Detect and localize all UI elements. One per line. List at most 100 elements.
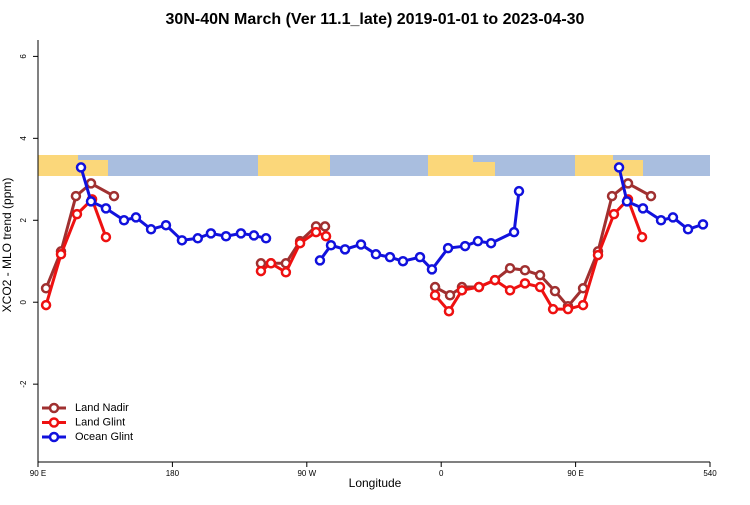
ocean-band xyxy=(38,155,710,176)
data-point xyxy=(255,265,267,277)
data-point xyxy=(613,162,625,173)
data-point xyxy=(636,231,648,243)
y-tick-label: -2 xyxy=(19,380,28,388)
data-point xyxy=(519,265,531,276)
data-point xyxy=(40,299,52,311)
data-point xyxy=(645,190,657,202)
data-point xyxy=(320,231,332,242)
data-point xyxy=(508,226,520,238)
x-tick-label: 90 E xyxy=(30,469,46,478)
data-point xyxy=(442,242,454,254)
data-point xyxy=(667,212,679,223)
chart-title: 30N-40N March (Ver 11.1_late) 2019-01-01… xyxy=(166,11,585,28)
data-point xyxy=(429,281,441,293)
x-tick-label: 540 xyxy=(703,469,717,478)
data-point xyxy=(519,278,531,289)
data-point xyxy=(547,303,559,315)
legend-marker xyxy=(48,402,60,414)
data-point xyxy=(682,224,694,235)
data-point xyxy=(485,237,497,249)
data-point xyxy=(100,231,112,243)
data-point xyxy=(459,240,471,252)
data-point xyxy=(472,235,484,247)
data-point xyxy=(70,190,82,202)
data-point xyxy=(513,185,525,197)
y-axis-label: XCO2 - MLO trend (ppm) xyxy=(0,178,14,313)
data-point xyxy=(655,215,667,226)
data-point xyxy=(85,196,97,207)
land-patch xyxy=(428,155,473,176)
x-tick-label: 90 E xyxy=(567,469,583,478)
data-point xyxy=(697,219,709,230)
data-point xyxy=(504,262,516,274)
y-tick-label: 6 xyxy=(19,54,28,59)
legend-marker xyxy=(48,431,60,443)
data-point xyxy=(504,285,516,296)
data-point xyxy=(235,228,247,239)
data-point xyxy=(118,215,130,226)
legend-label: Ocean Glint xyxy=(75,431,133,443)
data-point xyxy=(265,258,277,269)
x-tick-label: 0 xyxy=(439,469,444,478)
data-point xyxy=(310,226,322,238)
land-patch xyxy=(473,162,495,176)
data-point xyxy=(192,233,204,244)
y-tick-label: 2 xyxy=(19,217,28,222)
data-point xyxy=(397,255,409,267)
data-point xyxy=(473,281,485,293)
legend-marker xyxy=(48,417,60,428)
data-point xyxy=(325,240,337,251)
y-tick-label: 0 xyxy=(19,299,28,304)
data-point xyxy=(85,178,97,189)
data-point xyxy=(248,230,260,241)
data-point xyxy=(160,219,172,231)
data-point xyxy=(176,235,188,246)
data-point xyxy=(100,203,112,214)
legend-label: Land Nadir xyxy=(75,402,129,414)
data-point xyxy=(444,289,456,301)
data-point xyxy=(280,267,292,278)
data-point xyxy=(621,196,633,207)
data-point xyxy=(456,285,468,296)
data-point xyxy=(370,249,382,260)
x-axis-label: Longitude xyxy=(349,476,402,490)
land-patch xyxy=(78,160,108,176)
data-point xyxy=(319,221,331,232)
data-point xyxy=(489,274,501,286)
map-band xyxy=(38,155,710,176)
legend-label: Land Glint xyxy=(75,416,125,428)
data-point xyxy=(55,249,67,260)
data-point xyxy=(145,224,157,235)
data-point xyxy=(429,289,441,301)
data-point xyxy=(608,208,620,220)
x-tick-label: 90 W xyxy=(297,469,316,478)
data-point xyxy=(426,264,438,275)
data-point xyxy=(637,203,649,214)
land-patch xyxy=(575,155,613,176)
data-point xyxy=(314,255,326,266)
data-point xyxy=(549,285,561,297)
data-point xyxy=(220,231,232,242)
data-point xyxy=(562,303,574,315)
data-point xyxy=(205,228,217,239)
data-point xyxy=(414,251,426,263)
x-tick-label: 180 xyxy=(166,469,180,478)
data-point xyxy=(384,251,396,263)
data-point xyxy=(108,190,120,202)
y-tick-label: 4 xyxy=(19,136,28,141)
data-point xyxy=(443,305,455,317)
data-point xyxy=(75,162,87,173)
data-point xyxy=(534,281,546,293)
data-point xyxy=(606,190,618,202)
data-point xyxy=(130,212,142,223)
land-patch xyxy=(38,155,78,176)
data-point xyxy=(71,208,83,220)
data-point xyxy=(294,237,306,249)
data-point xyxy=(592,249,604,261)
series-line xyxy=(44,181,652,309)
data-point xyxy=(339,244,351,255)
land-patch xyxy=(258,155,330,176)
data-point xyxy=(355,239,367,250)
data-point xyxy=(622,178,634,189)
